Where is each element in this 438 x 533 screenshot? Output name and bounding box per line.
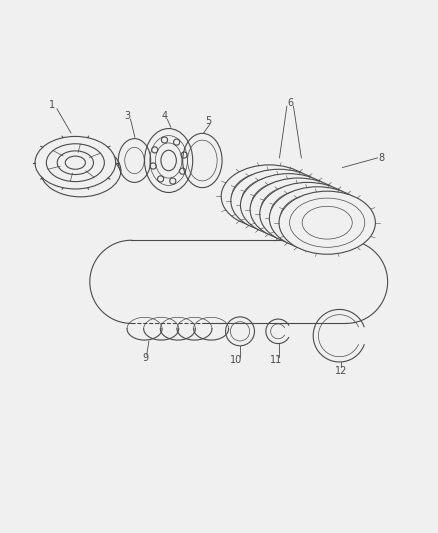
Ellipse shape (279, 191, 375, 254)
Text: 9: 9 (142, 353, 148, 364)
Ellipse shape (35, 136, 116, 189)
Ellipse shape (231, 169, 327, 232)
Text: 1: 1 (49, 100, 55, 110)
Text: 3: 3 (124, 111, 130, 122)
Ellipse shape (240, 174, 337, 237)
Ellipse shape (221, 165, 318, 228)
Text: 5: 5 (205, 116, 211, 126)
Text: 4: 4 (161, 111, 167, 122)
Ellipse shape (250, 178, 346, 241)
Text: 7: 7 (281, 213, 287, 223)
Text: 11: 11 (270, 355, 282, 365)
Text: 6: 6 (287, 98, 293, 108)
Ellipse shape (269, 187, 366, 250)
Ellipse shape (260, 182, 356, 246)
Text: 10: 10 (230, 355, 243, 365)
Text: 8: 8 (379, 153, 385, 163)
Text: 12: 12 (335, 366, 347, 376)
